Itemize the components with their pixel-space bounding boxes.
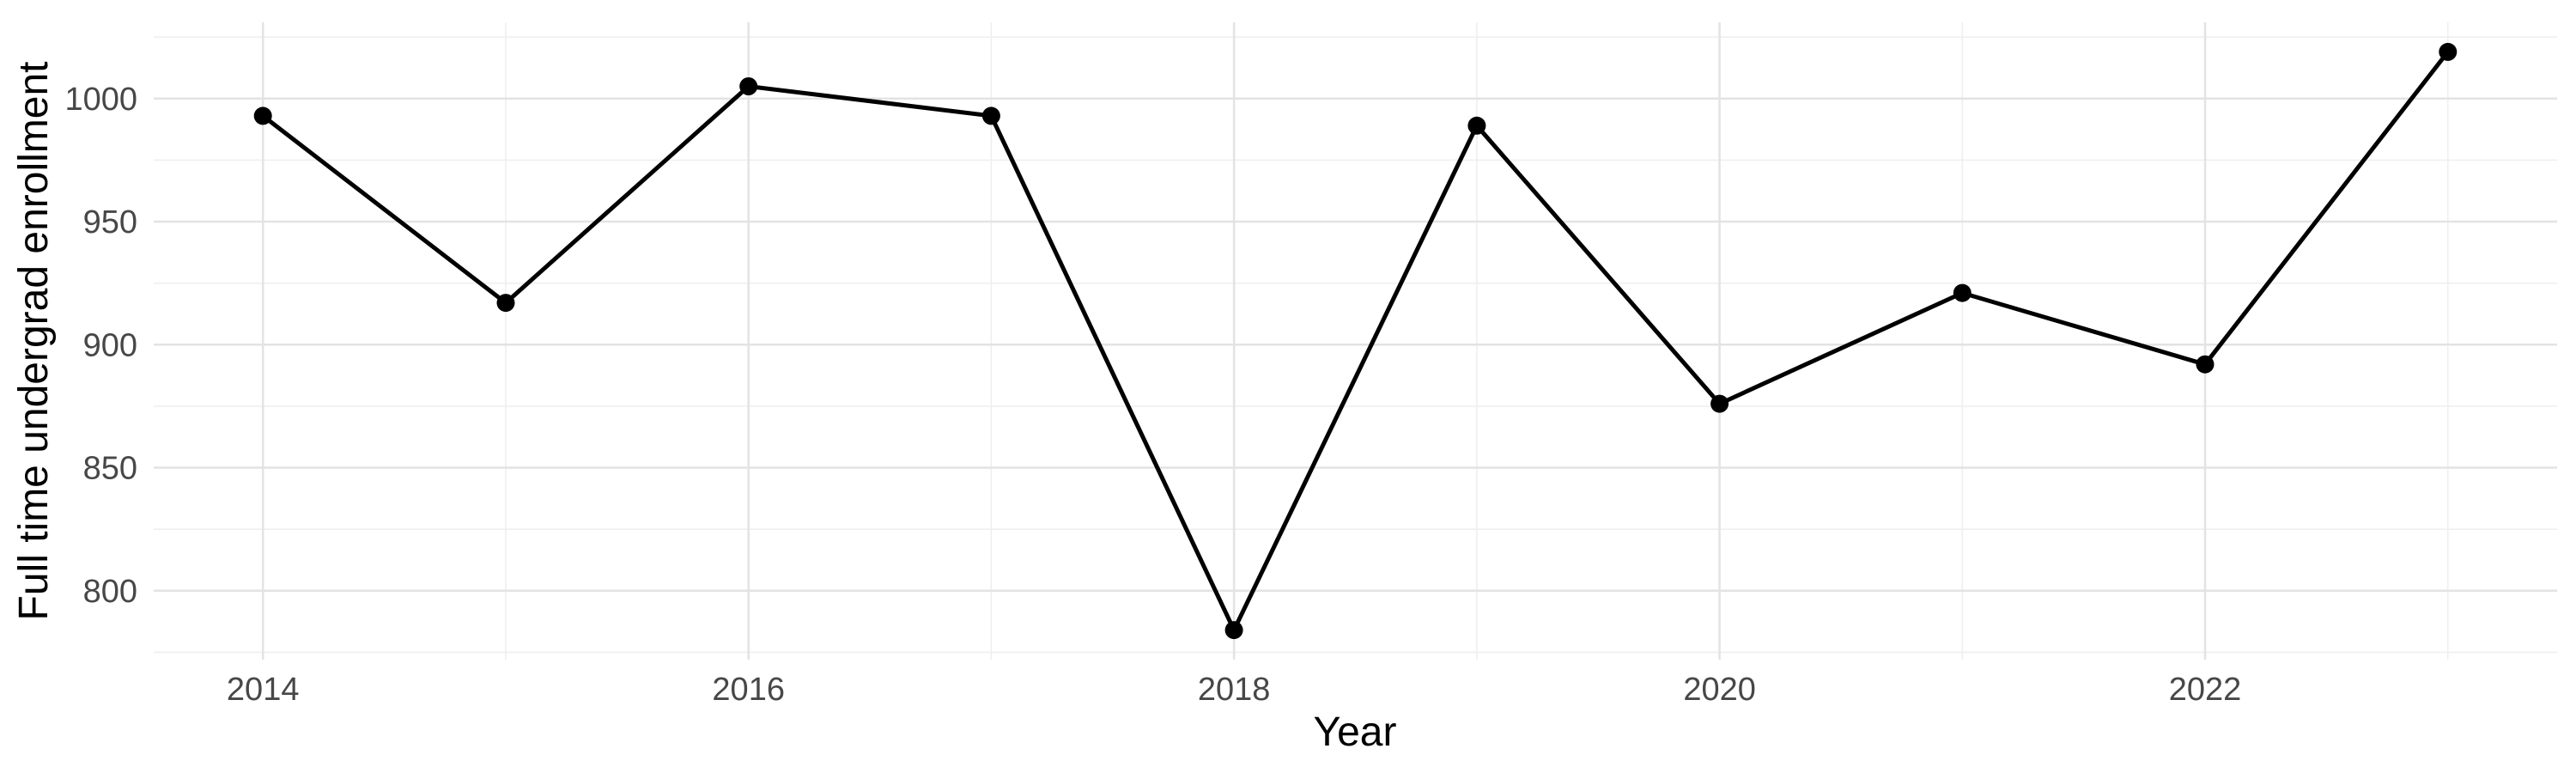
data-point: [739, 77, 758, 95]
data-point: [1224, 621, 1243, 640]
data-point: [2196, 355, 2215, 374]
x-axis-title: Year: [1314, 709, 1397, 755]
gridlines-major: [154, 22, 2557, 660]
x-tick-label: 2020: [1683, 672, 1756, 708]
y-tick-label: 800: [83, 574, 137, 610]
gridlines-minor: [154, 22, 2557, 660]
data-point: [2439, 42, 2458, 61]
y-axis-tick-labels: 800 850 900 950 1000: [64, 82, 137, 610]
data-point: [1467, 116, 1486, 135]
data-point: [1953, 283, 1971, 302]
x-tick-label: 2022: [2169, 672, 2242, 708]
y-tick-label: 900: [83, 327, 137, 363]
x-tick-label: 2016: [712, 672, 785, 708]
y-tick-label: 850: [83, 451, 137, 487]
data-point: [981, 107, 1000, 125]
x-axis-tick-labels: 2014 2016 2018 2020 2022: [227, 672, 2241, 708]
data-point: [253, 107, 272, 125]
y-tick-label: 1000: [64, 82, 137, 118]
y-tick-label: 950: [83, 204, 137, 240]
data-point: [1710, 394, 1729, 413]
data-point: [496, 294, 515, 313]
enrollment-line: [260, 49, 2451, 633]
x-tick-label: 2014: [227, 672, 300, 708]
x-tick-label: 2018: [1198, 672, 1271, 708]
enrollment-series: [253, 42, 2458, 640]
y-axis-title: Full time undergrad enrollment: [11, 62, 57, 621]
